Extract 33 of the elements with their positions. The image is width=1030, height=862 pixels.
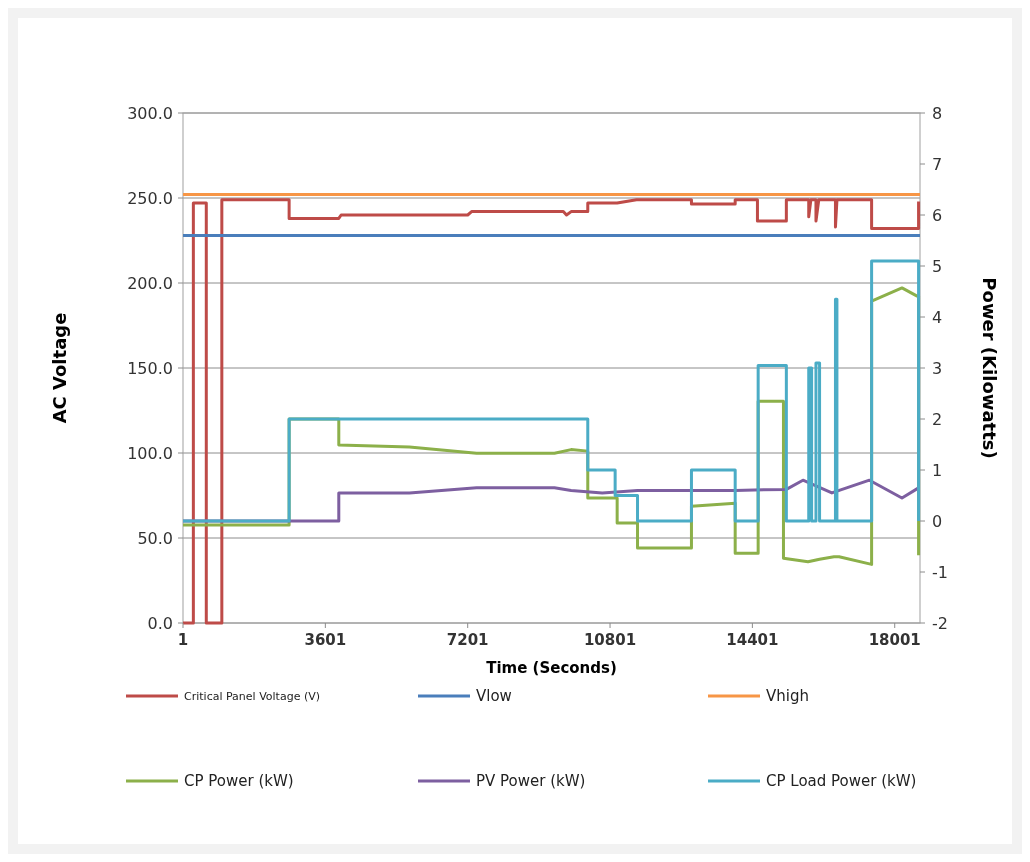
y2-tick-label: 8 xyxy=(932,103,943,123)
legend-label: CP Power (kW) xyxy=(184,772,294,791)
legend-label: PV Power (kW) xyxy=(476,772,586,791)
y2-tick-label: 2 xyxy=(932,409,943,429)
legend-label: Vlow xyxy=(476,687,512,706)
y2-tick-label: 0 xyxy=(932,511,943,531)
y-axis-title: AC Voltage xyxy=(49,312,70,424)
legend-label: CP Load Power (kW) xyxy=(766,772,917,791)
y-tick-label: 300.0 xyxy=(127,103,173,123)
x-tick-label: 14401 xyxy=(726,631,779,649)
y2-tick-label: 4 xyxy=(932,307,943,327)
y-tick-label: 150.0 xyxy=(127,358,173,378)
y2-tick-label: 6 xyxy=(932,205,943,225)
y2-tick-label: -2 xyxy=(932,613,948,633)
y2-tick-label: -1 xyxy=(932,562,948,582)
y-tick-label: 50.0 xyxy=(137,528,173,548)
y-tick-label: 250.0 xyxy=(127,188,173,208)
y2-tick-label: 1 xyxy=(932,460,943,480)
legend-label: Critical Panel Voltage (V) xyxy=(184,689,321,703)
x-tick-label: 1 xyxy=(177,631,189,649)
legend-label: Vhigh xyxy=(766,687,809,706)
x-tick-label: 7201 xyxy=(446,631,489,649)
y2-axis-title: Power (Kilowatts) xyxy=(979,277,1000,459)
x-axis-title: Time (Seconds) xyxy=(486,659,617,677)
y2-tick-label: 7 xyxy=(932,154,943,174)
y-tick-label: 200.0 xyxy=(127,273,173,293)
y-tick-label: 0.0 xyxy=(147,613,173,633)
x-tick-label: 18001 xyxy=(868,631,921,649)
x-tick-label: 3601 xyxy=(304,631,347,649)
y2-tick-label: 5 xyxy=(932,256,943,276)
x-tick-label: 10801 xyxy=(583,631,637,649)
y2-tick-label: 3 xyxy=(932,358,943,378)
y-tick-label: 100.0 xyxy=(127,443,173,463)
